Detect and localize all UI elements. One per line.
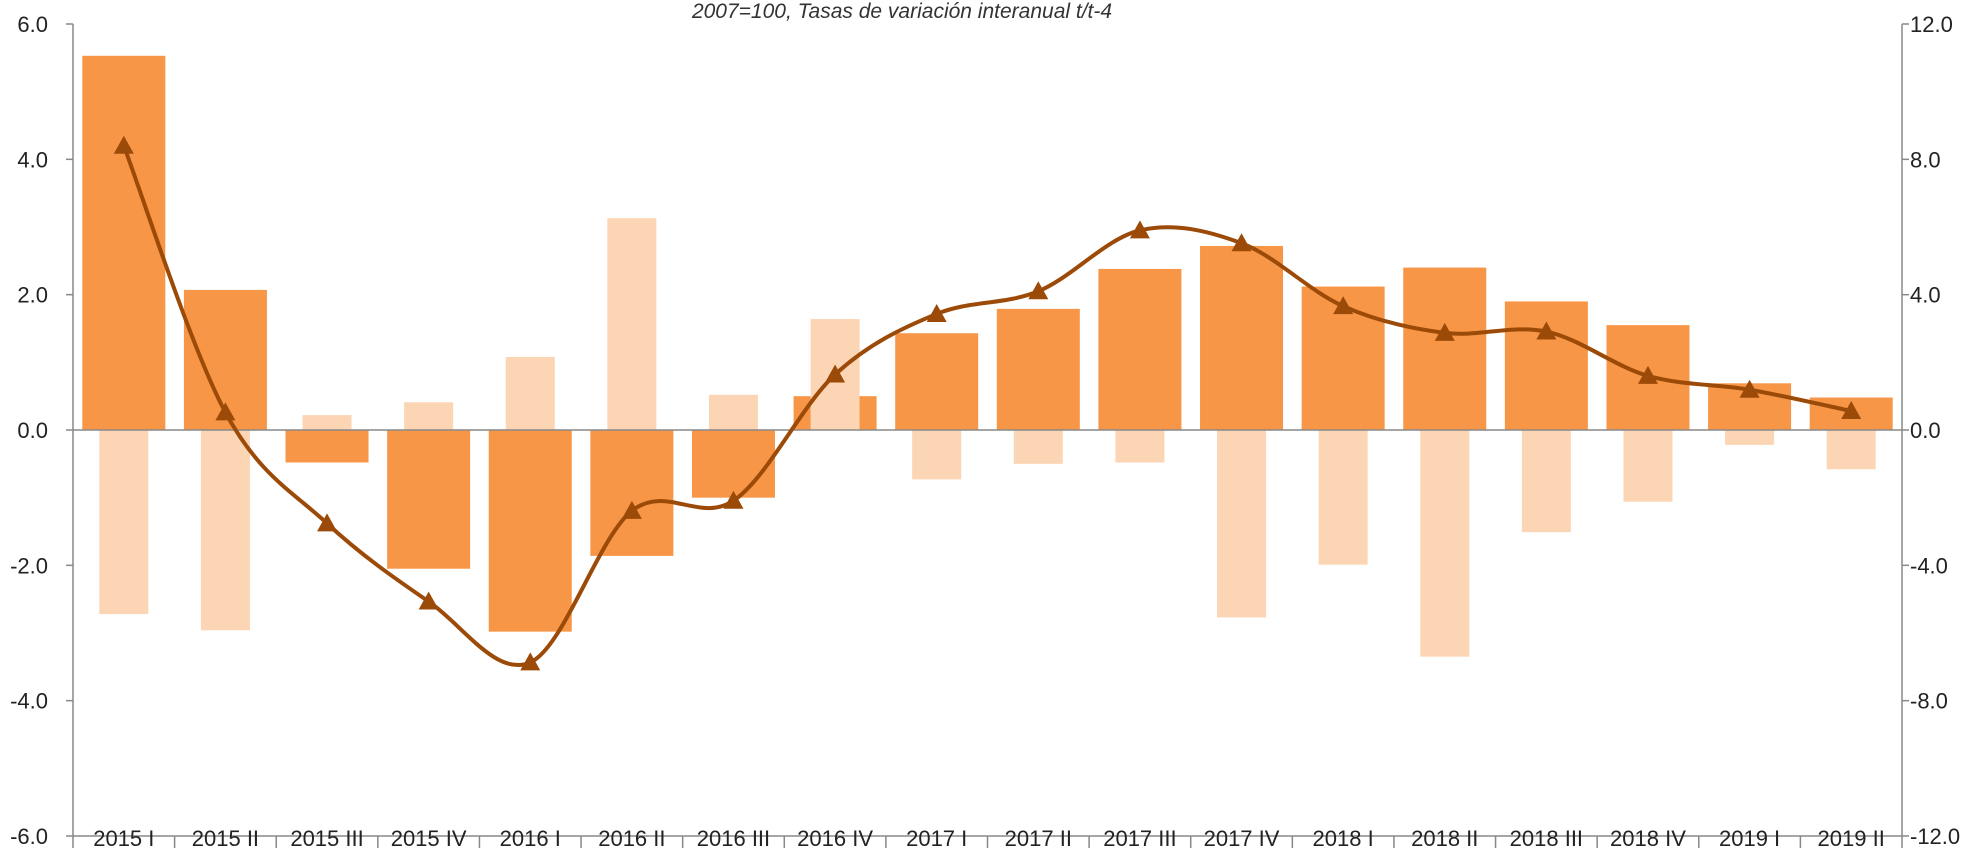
y2-tick-label: 4.0	[1910, 283, 1941, 308]
y2-tick-label: 8.0	[1910, 147, 1941, 172]
chart-subtitle: 2007=100, Tasas de variación interanual …	[691, 0, 1112, 23]
line-marker	[317, 513, 338, 532]
line-marker	[1739, 379, 1760, 398]
y-tick-label: 2.0	[17, 283, 48, 308]
line-marker	[1434, 322, 1455, 341]
x-tick-label: 2016 III	[697, 826, 770, 848]
y2-tick-label: 12.0	[1910, 12, 1953, 37]
bar	[1217, 430, 1267, 618]
x-tick-label: 2015 IV	[391, 826, 467, 848]
x-tick-label: 2015 III	[290, 826, 363, 848]
line-marker	[215, 402, 236, 421]
line-marker	[113, 135, 134, 154]
x-tick-label: 2019 I	[1719, 826, 1780, 848]
y2-tick-label: -4.0	[1910, 553, 1948, 578]
y-tick-label: 6.0	[17, 12, 48, 37]
x-tick-label: 2018 III	[1510, 826, 1583, 848]
x-tick-label: 2018 IV	[1610, 826, 1686, 848]
bar	[912, 430, 962, 480]
bar	[505, 356, 555, 430]
bar	[1115, 430, 1165, 463]
x-tick-label: 2018 I	[1313, 826, 1374, 848]
bar	[895, 333, 979, 430]
bar	[1420, 430, 1470, 657]
line-marker	[520, 652, 541, 671]
line-marker	[825, 364, 846, 383]
bar	[1200, 245, 1284, 430]
bar	[590, 430, 674, 556]
line	[121, 145, 1852, 667]
bar	[607, 218, 657, 430]
x-tick-label: 2018 II	[1411, 826, 1478, 848]
x-tick-label: 2015 I	[93, 826, 154, 848]
bar	[99, 430, 149, 615]
bar	[1725, 430, 1775, 445]
y2-tick-label: -12.0	[1910, 824, 1960, 848]
bar	[1098, 268, 1182, 430]
y-tick-label: -4.0	[10, 689, 48, 714]
line-marker	[1637, 365, 1658, 384]
line-marker	[723, 490, 744, 509]
bar	[1403, 267, 1487, 430]
x-tick-label: 2016 II	[598, 826, 665, 848]
x-tick-label: 2017 I	[906, 826, 967, 848]
line-marker	[1028, 281, 1049, 300]
y2-tick-label: 0.0	[1910, 418, 1941, 443]
line-marker	[621, 500, 642, 519]
y-tick-label: -6.0	[10, 824, 48, 848]
x-tick-label: 2017 III	[1103, 826, 1176, 848]
line-marker	[1231, 233, 1252, 252]
line-marker	[418, 591, 439, 610]
x-tick-label: 2016 I	[500, 826, 561, 848]
bar	[708, 394, 758, 430]
bar	[996, 308, 1080, 430]
bar	[1013, 430, 1063, 464]
x-tick-label: 2017 IV	[1204, 826, 1280, 848]
bar	[488, 430, 572, 632]
bar	[302, 415, 352, 430]
bar	[404, 402, 454, 430]
bar	[82, 55, 166, 430]
line-marker	[1333, 296, 1354, 315]
line-marker	[1536, 321, 1557, 340]
x-tick-label: 2015 II	[192, 826, 259, 848]
bar	[200, 430, 250, 631]
y2-tick-label: -8.0	[1910, 689, 1948, 714]
bar	[1623, 430, 1673, 502]
x-tick-label: 2019 II	[1818, 826, 1885, 848]
line-marker	[926, 303, 947, 322]
y-tick-label: 0.0	[17, 418, 48, 443]
bar	[691, 430, 775, 498]
x-tick-label: 2017 II	[1005, 826, 1072, 848]
bar	[387, 430, 471, 569]
bar	[1521, 430, 1571, 533]
bar	[1826, 430, 1876, 470]
bar	[1504, 301, 1588, 430]
x-tick-label: 2016 IV	[797, 826, 873, 848]
bar	[1318, 430, 1368, 565]
y-tick-label: 4.0	[17, 147, 48, 172]
line-marker	[1841, 401, 1862, 420]
line-marker	[1129, 220, 1150, 239]
bar	[285, 430, 369, 463]
y-tick-label: -2.0	[10, 553, 48, 578]
